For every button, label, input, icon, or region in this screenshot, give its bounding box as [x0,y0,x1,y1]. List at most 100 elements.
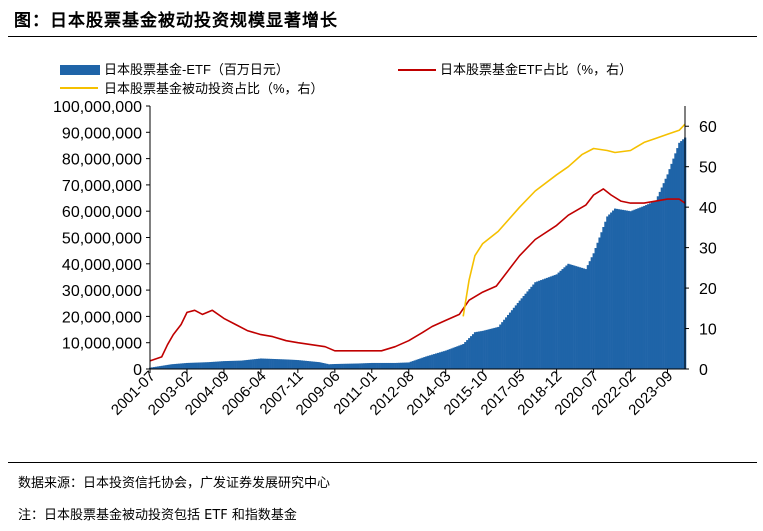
bar [182,363,185,369]
bar [534,282,537,369]
bar [466,340,469,369]
legend-label-red: 日本股票基金ETF占比（%，右） [440,62,632,77]
bar [228,360,232,369]
bar [357,363,360,369]
bar [219,361,222,369]
bar [662,183,665,369]
bar [670,163,673,369]
bar [485,329,488,369]
bar [291,359,294,369]
bar [156,366,160,369]
bar [363,363,366,369]
bar [497,326,500,369]
bar [674,153,677,369]
bar [236,360,239,369]
bar [470,336,473,370]
bar [398,362,401,369]
bar [333,364,337,369]
bar [452,347,455,369]
y-right-tick-label: 60 [699,119,717,136]
bar [259,358,263,369]
bar [277,359,280,369]
bar [495,327,498,369]
bar [575,266,578,369]
bar [429,355,432,369]
bar [559,270,562,369]
bar [645,205,648,369]
bar [201,362,204,369]
bar [421,357,424,369]
bar [606,216,609,369]
bar [300,360,304,369]
bar [557,272,560,369]
bar [189,362,193,369]
bar [503,319,506,369]
bar [193,362,197,369]
bar [666,174,669,369]
bar [368,363,372,369]
bar [425,356,428,369]
bar [294,359,298,369]
bar [312,361,315,369]
bar [650,202,654,369]
bar [162,365,165,369]
bar [536,281,539,369]
bar [608,214,611,369]
bar [543,278,547,369]
bar [431,354,434,369]
bar [547,277,551,369]
bar [279,359,282,369]
bar [613,208,617,369]
bar [444,350,447,369]
bar [209,362,212,369]
bar [549,276,553,369]
bar [158,366,161,369]
bar [643,205,646,369]
bar [160,365,163,369]
y-left-tick-label: 40,000,000 [62,257,142,274]
bar [493,327,496,369]
bar [267,358,270,369]
y-right-tick-label: 10 [699,322,717,339]
bar [176,363,179,369]
bar [637,208,640,369]
bar [345,363,348,369]
footer-divider [8,462,757,463]
bar [540,280,543,369]
bar [234,360,237,369]
bar [339,363,342,369]
bar [433,354,436,369]
bar [629,211,632,369]
bar [275,359,278,369]
bar [271,358,274,369]
y-left-tick-label: 0 [133,362,142,379]
bar [187,362,191,369]
y-left-tick-label: 70,000,000 [62,178,142,195]
bar [324,363,327,369]
bar [287,359,290,369]
bar [320,362,323,369]
bar [435,353,438,369]
bar [489,328,492,369]
bar [217,361,220,369]
legend: 日本股票基金-ETF（百万日元） 日本股票基金ETF占比（%，右） 日本股票基金被动… [60,62,632,96]
bar [505,317,508,369]
bar [378,362,381,369]
bar [261,358,265,369]
bar [213,361,216,369]
bar [246,359,249,369]
bar [195,362,198,369]
bar [450,348,453,369]
bar [501,322,504,369]
bar [170,364,173,369]
bar [376,362,379,369]
y-left-tick-label: 30,000,000 [62,283,142,300]
bar [386,362,389,369]
bar [627,210,630,369]
bar [600,232,603,369]
bar [462,344,465,369]
bar [322,363,325,369]
bar [656,196,660,369]
bar [473,332,477,369]
y-right-tick-label: 40 [699,200,717,217]
